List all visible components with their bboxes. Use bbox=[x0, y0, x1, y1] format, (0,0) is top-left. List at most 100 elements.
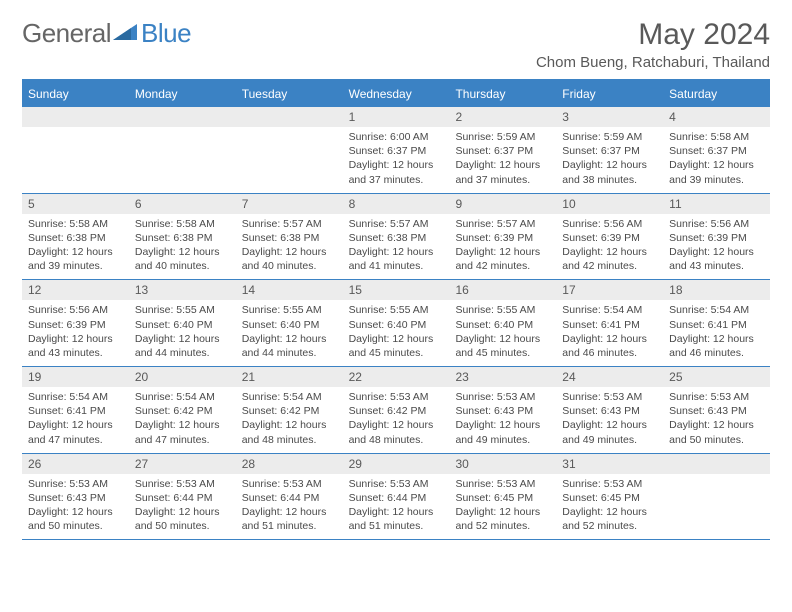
day-details: Sunrise: 5:54 AMSunset: 6:41 PMDaylight:… bbox=[663, 300, 770, 366]
day-details: Sunrise: 5:55 AMSunset: 6:40 PMDaylight:… bbox=[449, 300, 556, 366]
calendar-cell: 25Sunrise: 5:53 AMSunset: 6:43 PMDayligh… bbox=[663, 367, 770, 453]
day-number: 4 bbox=[663, 107, 770, 127]
sunset-text: Sunset: 6:41 PM bbox=[669, 318, 764, 332]
day-number: 6 bbox=[129, 194, 236, 214]
day-details: Sunrise: 5:55 AMSunset: 6:40 PMDaylight:… bbox=[236, 300, 343, 366]
day-header: Sunday bbox=[22, 81, 129, 107]
day-number: 10 bbox=[556, 194, 663, 214]
sunrise-text: Sunrise: 5:54 AM bbox=[135, 390, 230, 404]
daylight-text: Daylight: 12 hours and 49 minutes. bbox=[455, 418, 550, 446]
brand-part1: General bbox=[22, 18, 111, 49]
day-number: 18 bbox=[663, 280, 770, 300]
daylight-text: Daylight: 12 hours and 37 minutes. bbox=[455, 158, 550, 186]
sunrise-text: Sunrise: 5:53 AM bbox=[562, 390, 657, 404]
day-details: Sunrise: 5:57 AMSunset: 6:39 PMDaylight:… bbox=[449, 214, 556, 280]
sunset-text: Sunset: 6:42 PM bbox=[135, 404, 230, 418]
calendar-cell: 20Sunrise: 5:54 AMSunset: 6:42 PMDayligh… bbox=[129, 367, 236, 453]
daylight-text: Daylight: 12 hours and 48 minutes. bbox=[242, 418, 337, 446]
calendar-cell: 24Sunrise: 5:53 AMSunset: 6:43 PMDayligh… bbox=[556, 367, 663, 453]
header: General Blue May 2024 Chom Bueng, Ratcha… bbox=[22, 18, 770, 71]
calendar-cell: 4Sunrise: 5:58 AMSunset: 6:37 PMDaylight… bbox=[663, 107, 770, 193]
day-number: 8 bbox=[343, 194, 450, 214]
daylight-text: Daylight: 12 hours and 51 minutes. bbox=[349, 505, 444, 533]
calendar-cell: 9Sunrise: 5:57 AMSunset: 6:39 PMDaylight… bbox=[449, 194, 556, 280]
day-number: 20 bbox=[129, 367, 236, 387]
day-number bbox=[129, 107, 236, 127]
daylight-text: Daylight: 12 hours and 45 minutes. bbox=[349, 332, 444, 360]
day-number: 31 bbox=[556, 454, 663, 474]
sunset-text: Sunset: 6:37 PM bbox=[669, 144, 764, 158]
calendar-cell bbox=[236, 107, 343, 193]
week-row: 26Sunrise: 5:53 AMSunset: 6:43 PMDayligh… bbox=[22, 454, 770, 541]
daylight-text: Daylight: 12 hours and 44 minutes. bbox=[242, 332, 337, 360]
day-details: Sunrise: 5:57 AMSunset: 6:38 PMDaylight:… bbox=[343, 214, 450, 280]
sunrise-text: Sunrise: 5:58 AM bbox=[135, 217, 230, 231]
sunset-text: Sunset: 6:42 PM bbox=[349, 404, 444, 418]
sunrise-text: Sunrise: 5:53 AM bbox=[455, 477, 550, 491]
day-details: Sunrise: 5:53 AMSunset: 6:43 PMDaylight:… bbox=[663, 387, 770, 453]
calendar-cell: 29Sunrise: 5:53 AMSunset: 6:44 PMDayligh… bbox=[343, 454, 450, 540]
daylight-text: Daylight: 12 hours and 46 minutes. bbox=[669, 332, 764, 360]
sunset-text: Sunset: 6:37 PM bbox=[349, 144, 444, 158]
day-number: 21 bbox=[236, 367, 343, 387]
daylight-text: Daylight: 12 hours and 50 minutes. bbox=[28, 505, 123, 533]
brand-logo: General Blue bbox=[22, 18, 191, 49]
day-details: Sunrise: 5:58 AMSunset: 6:37 PMDaylight:… bbox=[663, 127, 770, 193]
sunset-text: Sunset: 6:38 PM bbox=[28, 231, 123, 245]
day-number: 25 bbox=[663, 367, 770, 387]
sunset-text: Sunset: 6:45 PM bbox=[562, 491, 657, 505]
daylight-text: Daylight: 12 hours and 51 minutes. bbox=[242, 505, 337, 533]
day-details: Sunrise: 5:55 AMSunset: 6:40 PMDaylight:… bbox=[343, 300, 450, 366]
week-row: 19Sunrise: 5:54 AMSunset: 6:41 PMDayligh… bbox=[22, 367, 770, 454]
day-number: 11 bbox=[663, 194, 770, 214]
day-number: 23 bbox=[449, 367, 556, 387]
calendar-cell: 12Sunrise: 5:56 AMSunset: 6:39 PMDayligh… bbox=[22, 280, 129, 366]
daylight-text: Daylight: 12 hours and 46 minutes. bbox=[562, 332, 657, 360]
sunset-text: Sunset: 6:43 PM bbox=[562, 404, 657, 418]
sunrise-text: Sunrise: 5:58 AM bbox=[28, 217, 123, 231]
day-number: 3 bbox=[556, 107, 663, 127]
sunset-text: Sunset: 6:38 PM bbox=[349, 231, 444, 245]
calendar-cell: 10Sunrise: 5:56 AMSunset: 6:39 PMDayligh… bbox=[556, 194, 663, 280]
sunrise-text: Sunrise: 5:54 AM bbox=[28, 390, 123, 404]
daylight-text: Daylight: 12 hours and 37 minutes. bbox=[349, 158, 444, 186]
daylight-text: Daylight: 12 hours and 41 minutes. bbox=[349, 245, 444, 273]
sunset-text: Sunset: 6:37 PM bbox=[562, 144, 657, 158]
sunrise-text: Sunrise: 5:59 AM bbox=[455, 130, 550, 144]
sunrise-text: Sunrise: 5:58 AM bbox=[669, 130, 764, 144]
day-number: 1 bbox=[343, 107, 450, 127]
calendar-cell: 8Sunrise: 5:57 AMSunset: 6:38 PMDaylight… bbox=[343, 194, 450, 280]
day-header: Friday bbox=[556, 81, 663, 107]
sunrise-text: Sunrise: 5:54 AM bbox=[669, 303, 764, 317]
calendar-cell: 28Sunrise: 5:53 AMSunset: 6:44 PMDayligh… bbox=[236, 454, 343, 540]
daylight-text: Daylight: 12 hours and 40 minutes. bbox=[135, 245, 230, 273]
day-number: 17 bbox=[556, 280, 663, 300]
day-details: Sunrise: 5:53 AMSunset: 6:43 PMDaylight:… bbox=[22, 474, 129, 540]
day-number bbox=[236, 107, 343, 127]
day-number bbox=[663, 454, 770, 474]
calendar-cell: 7Sunrise: 5:57 AMSunset: 6:38 PMDaylight… bbox=[236, 194, 343, 280]
daylight-text: Daylight: 12 hours and 52 minutes. bbox=[562, 505, 657, 533]
sunset-text: Sunset: 6:43 PM bbox=[669, 404, 764, 418]
day-number: 5 bbox=[22, 194, 129, 214]
sunrise-text: Sunrise: 5:53 AM bbox=[349, 477, 444, 491]
sunrise-text: Sunrise: 6:00 AM bbox=[349, 130, 444, 144]
sunset-text: Sunset: 6:44 PM bbox=[349, 491, 444, 505]
sunrise-text: Sunrise: 5:57 AM bbox=[455, 217, 550, 231]
day-details: Sunrise: 5:58 AMSunset: 6:38 PMDaylight:… bbox=[129, 214, 236, 280]
day-details: Sunrise: 5:58 AMSunset: 6:38 PMDaylight:… bbox=[22, 214, 129, 280]
day-details: Sunrise: 5:53 AMSunset: 6:44 PMDaylight:… bbox=[343, 474, 450, 540]
sunset-text: Sunset: 6:41 PM bbox=[28, 404, 123, 418]
sunrise-text: Sunrise: 5:56 AM bbox=[28, 303, 123, 317]
brand-part2: Blue bbox=[141, 18, 191, 49]
day-headers-row: Sunday Monday Tuesday Wednesday Thursday… bbox=[22, 81, 770, 107]
day-header: Thursday bbox=[449, 81, 556, 107]
sunrise-text: Sunrise: 5:54 AM bbox=[242, 390, 337, 404]
daylight-text: Daylight: 12 hours and 38 minutes. bbox=[562, 158, 657, 186]
sunset-text: Sunset: 6:44 PM bbox=[242, 491, 337, 505]
sunset-text: Sunset: 6:40 PM bbox=[242, 318, 337, 332]
day-header: Monday bbox=[129, 81, 236, 107]
sunrise-text: Sunrise: 5:53 AM bbox=[242, 477, 337, 491]
calendar-cell: 19Sunrise: 5:54 AMSunset: 6:41 PMDayligh… bbox=[22, 367, 129, 453]
sunrise-text: Sunrise: 5:55 AM bbox=[135, 303, 230, 317]
